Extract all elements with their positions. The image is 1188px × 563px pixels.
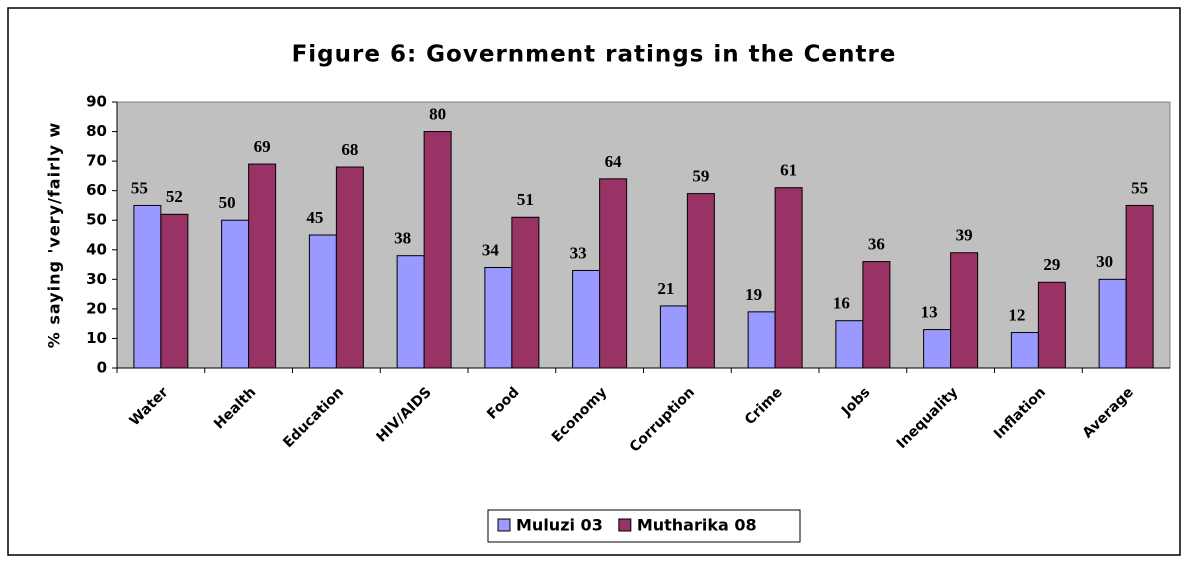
bar	[221, 219, 250, 369]
value-label: 33	[570, 243, 587, 262]
value-label: 51	[517, 190, 534, 209]
value-label: 21	[657, 279, 674, 298]
bar	[686, 193, 715, 369]
value-label: 55	[1131, 178, 1148, 197]
bar	[160, 213, 189, 369]
bar	[511, 216, 540, 369]
legend-label: Muluzi 03	[516, 516, 603, 535]
value-label: 38	[394, 229, 411, 248]
bar	[835, 320, 864, 369]
bar	[1125, 204, 1154, 369]
bar	[923, 329, 952, 369]
value-label: 61	[780, 161, 797, 180]
value-label: 50	[219, 193, 236, 212]
value-label: 12	[1008, 305, 1025, 324]
legend: Muluzi 03 Mutharika 08	[487, 509, 801, 543]
plot-area	[116, 101, 1171, 369]
y-tick-label: 0	[97, 359, 107, 377]
y-tick-label: 10	[86, 329, 107, 347]
chart-title: Figure 6: Government ratings in the Cent…	[292, 42, 897, 68]
value-label: 55	[131, 178, 148, 197]
bar	[1010, 332, 1039, 369]
bar	[659, 305, 688, 369]
legend-swatch	[618, 518, 632, 532]
bar	[774, 187, 803, 369]
bar	[423, 131, 452, 369]
bar	[1037, 281, 1066, 369]
bar	[335, 166, 364, 369]
value-label: 59	[692, 167, 709, 186]
y-tick-label: 70	[86, 152, 107, 170]
value-label: 29	[1043, 255, 1060, 274]
bar	[950, 252, 979, 369]
y-tick-label: 60	[86, 181, 107, 199]
value-label: 64	[605, 152, 623, 171]
bar	[484, 267, 513, 369]
bar	[572, 269, 601, 369]
value-label: 69	[254, 137, 271, 156]
y-tick-label: 50	[86, 211, 107, 229]
value-label: 45	[306, 208, 323, 227]
y-axis-label: % saying 'very/fairly w	[45, 122, 64, 349]
y-tick-label: 80	[86, 122, 107, 140]
bar	[133, 204, 162, 369]
bar	[248, 163, 277, 369]
value-label: 34	[482, 240, 500, 259]
bar	[599, 178, 628, 369]
value-label: 13	[921, 302, 938, 321]
value-label: 19	[745, 285, 762, 304]
value-label: 30	[1096, 252, 1113, 271]
bar	[747, 311, 776, 369]
bar	[308, 234, 337, 369]
value-label: 16	[833, 294, 850, 313]
legend-label: Mutharika 08	[637, 516, 757, 535]
bar	[396, 255, 425, 369]
bar	[862, 261, 891, 369]
legend-box	[487, 509, 801, 543]
y-tick-label: 30	[86, 270, 107, 288]
value-label: 80	[429, 104, 446, 123]
y-tick-label: 20	[86, 299, 107, 317]
value-label: 39	[956, 226, 973, 245]
bar	[1098, 278, 1127, 369]
y-tick-label: 40	[86, 240, 107, 258]
y-tick-label: 90	[86, 93, 107, 111]
value-label: 52	[166, 187, 183, 206]
value-label: 36	[868, 235, 885, 254]
value-label: 68	[341, 140, 358, 159]
legend-swatch	[497, 518, 511, 532]
